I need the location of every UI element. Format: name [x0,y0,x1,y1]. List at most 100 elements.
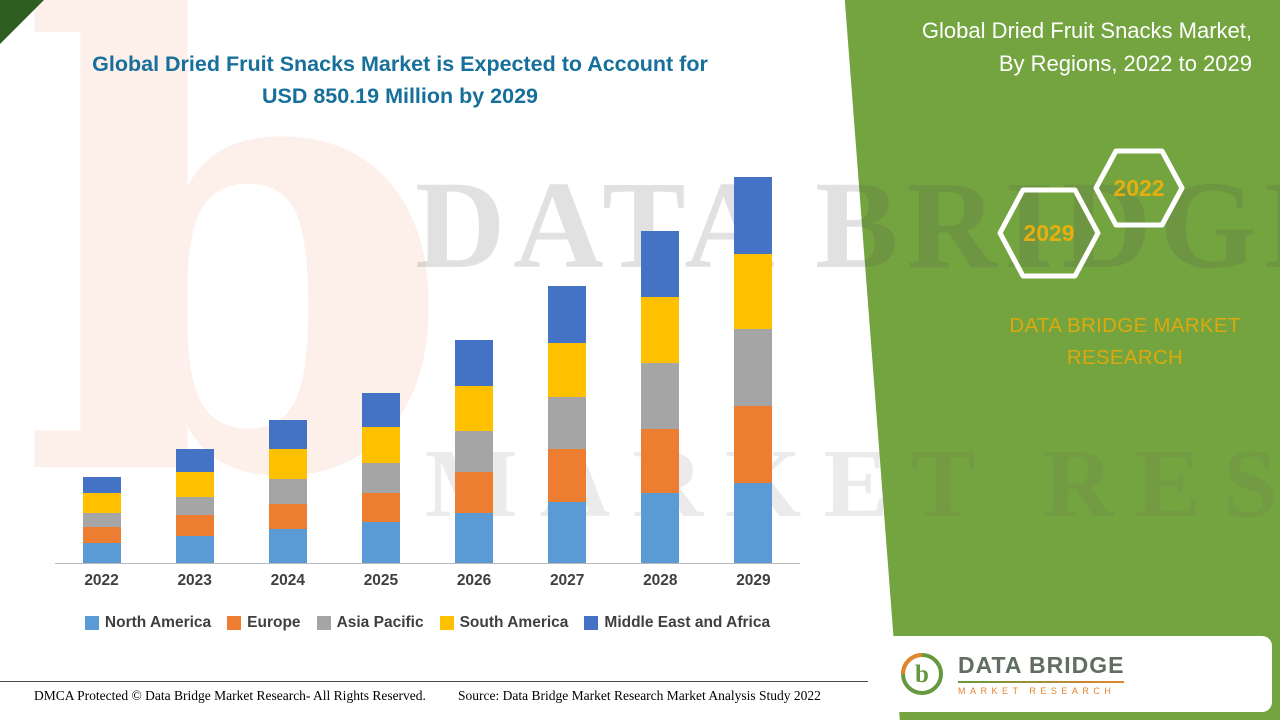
footer-divider [0,681,868,682]
brand-wordmark: DATA BRIDGE MARKET RESEARCH [990,310,1260,374]
segment-2024-south-america [268,449,307,479]
segment-2025-north-america [361,522,400,563]
dbmr-logo-name: DATA BRIDGE [958,652,1125,678]
legend-item-middle-east-and-africa: Middle East and Africa [584,614,770,632]
bar-2023 [175,449,214,563]
dbmr-logo-mark-icon: b [898,650,946,698]
segment-2025-asia-pacific [361,463,400,493]
segment-2022-north-america [82,542,121,563]
segment-2026-middle-east-and-africa [455,340,494,386]
x-tick-label-2027: 2027 [549,572,585,589]
segment-2029-south-america [734,253,773,329]
segment-2023-asia-pacific [175,497,214,516]
x-tick-label-2023: 2023 [177,572,212,589]
segment-2026-south-america [455,385,494,432]
legend-swatch-icon [439,616,454,630]
segment-2025-europe [361,492,400,523]
segment-2026-europe [455,472,494,513]
segment-2026-asia-pacific [455,431,494,473]
legend-swatch-icon [584,616,599,630]
bar-2026 [455,340,494,563]
segment-2029-asia-pacific [734,328,773,407]
bar-2025 [361,392,400,563]
legend-item-europe: Europe [227,614,301,632]
segment-2028-south-america [641,297,680,364]
corner-accent-shape [0,0,44,44]
segment-2028-europe [641,428,680,493]
segment-2028-asia-pacific [641,363,680,429]
segment-2022-europe [82,526,121,543]
segment-2024-europe [268,503,307,529]
segment-2023-europe [175,515,214,536]
hexagon-2029: 2029 [996,186,1102,280]
legend-item-asia-pacific: Asia Pacific [316,614,424,632]
bar-2024 [268,419,307,563]
page-title-line2: USD 850.19 Million by 2029 [261,84,539,109]
segment-2027-south-america [548,342,587,398]
dmca-text: DMCA Protected © Data Bridge Market Rese… [34,688,426,703]
legend-label: North America [104,614,212,631]
logo-underline [958,681,1125,683]
legend-label: Europe [247,614,301,631]
hexagon-2022-year-label: 2022 [1113,174,1165,201]
segment-2029-north-america [734,483,773,563]
segment-2022-middle-east-and-africa [82,476,121,493]
legend-label: Asia Pacific [336,614,424,631]
legend-item-north-america: North America [84,614,212,632]
chart-legend: North America Europe Asia Pacific South Ame… [55,614,800,632]
legend-swatch-icon [84,616,99,630]
segment-2023-middle-east-and-africa [175,449,214,473]
brand-line2: RESEARCH [1066,345,1184,369]
dbmr-logo: b DATA BRIDGE MARKET RESEARCH [880,636,1272,712]
x-tick-label-2029: 2029 [736,572,771,589]
page-title-line1: Global Dried Fruit Snacks Market is Expe… [92,52,708,76]
segment-2027-asia-pacific [548,397,587,450]
bar-2027 [548,285,587,563]
x-tick-label-2024: 2024 [270,572,306,589]
x-tick-label-2022: 2022 [84,572,119,589]
legend-item-south-america: South America [439,614,569,632]
plot-area [55,163,800,564]
segment-2023-north-america [175,535,214,563]
panel-title: Global Dried Fruit Snacks Market, By Reg… [921,18,1252,76]
brand-line1: DATA BRIDGE MARKET [1009,314,1241,337]
segment-2029-middle-east-and-africa [734,176,773,254]
svg-text:b: b [915,661,929,688]
segment-2024-north-america [268,528,307,563]
x-axis-labels: 2022 2023 2024 2025 2026 2027 2028 2029 [55,572,800,590]
segment-2022-asia-pacific [82,513,121,527]
hexagon-2022: 2022 [1092,147,1186,229]
page-title: Global Dried Fruit Snacks Market is Expe… [50,48,750,113]
hexagon-outline-icon [1093,148,1185,228]
legend-label: South America [459,614,569,631]
x-tick-label-2025: 2025 [363,572,399,589]
stacked-bar-chart: 2022 2023 2024 2025 2026 2027 2028 2029 North A… [55,163,800,632]
x-tick-label-2026: 2026 [456,572,492,589]
legend-label: Middle East and Africa [604,614,771,631]
hexagon-2029-year-label: 2029 [1023,219,1075,246]
bar-2028 [641,231,680,563]
segment-2024-middle-east-and-africa [268,419,307,450]
segment-2027-middle-east-and-africa [548,285,587,343]
segment-2029-europe [734,406,773,484]
x-tick-label-2028: 2028 [643,572,678,589]
segment-2028-middle-east-and-africa [641,231,680,298]
segment-2022-south-america [82,492,121,514]
legend-swatch-icon [316,616,331,630]
segment-2027-europe [548,449,587,502]
bar-2029 [734,176,773,563]
dbmr-logo-subtitle: MARKET RESEARCH [958,686,1116,696]
segment-2024-asia-pacific [268,478,307,504]
bar-2022 [82,476,121,563]
hexagon-outline-icon [997,187,1101,279]
segment-2028-north-america [641,492,680,563]
dbmr-logo-text: DATA BRIDGE MARKET RESEARCH [958,652,1125,696]
segment-2023-south-america [175,472,214,498]
segment-2025-south-america [361,426,400,464]
segment-2026-north-america [455,513,494,563]
segment-2025-middle-east-and-africa [361,392,400,427]
legend-swatch-icon [227,616,242,630]
segment-2027-north-america [548,501,587,563]
